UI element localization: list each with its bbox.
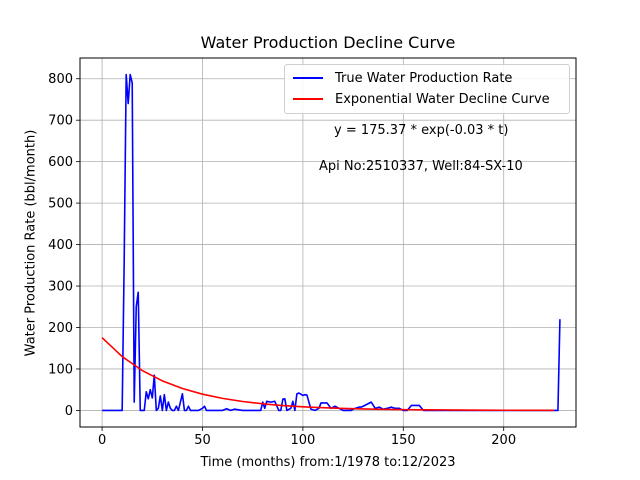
y-tick-label: 300 (48, 280, 73, 295)
x-tick-label: 100 (290, 433, 315, 448)
series-line-exponential (101, 337, 554, 412)
legend-swatch-red (293, 98, 323, 100)
series-layer (101, 73, 561, 412)
y-tick-label: 800 (48, 72, 73, 87)
axis-ticks: 0 50 100 150 200 0 100 200 300 400 500 600 700 800 (48, 72, 516, 448)
legend-item-exponential: Exponential Water Decline Curve (293, 89, 550, 109)
y-tick-label: 0 (65, 404, 73, 419)
x-tick-label: 50 (194, 433, 211, 448)
x-tick-label: 200 (491, 433, 516, 448)
legend: True Water Production Rate Exponential W… (284, 64, 570, 114)
y-tick-label: 100 (48, 362, 73, 377)
x-tick-label: 150 (391, 433, 416, 448)
legend-label: True Water Production Rate (335, 70, 513, 86)
y-tick-label: 400 (48, 238, 73, 253)
series-line-true-water (102, 73, 561, 412)
y-tick-label: 600 (48, 155, 73, 170)
y-tick-label: 500 (48, 197, 73, 212)
legend-swatch-blue (293, 77, 323, 79)
equation-annotation: y = 175.37 * exp(-0.03 * t) (334, 123, 509, 138)
y-tick-label: 200 (48, 321, 73, 336)
legend-item-true-water: True Water Production Rate (293, 68, 512, 88)
well-annotation: Api No:2510337, Well:84-SX-10 (319, 159, 523, 174)
y-axis-label: Water Production Rate (bbl/month) (23, 129, 39, 357)
grid (80, 58, 576, 427)
y-tick-label: 700 (48, 114, 73, 129)
plot-frame (79, 57, 577, 428)
x-axis-label: Time (months) from:1/1978 to:12/2023 (200, 455, 456, 470)
chart-title: Water Production Decline Curve (200, 33, 456, 52)
x-tick-label: 0 (98, 433, 106, 448)
legend-label: Exponential Water Decline Curve (335, 91, 550, 107)
